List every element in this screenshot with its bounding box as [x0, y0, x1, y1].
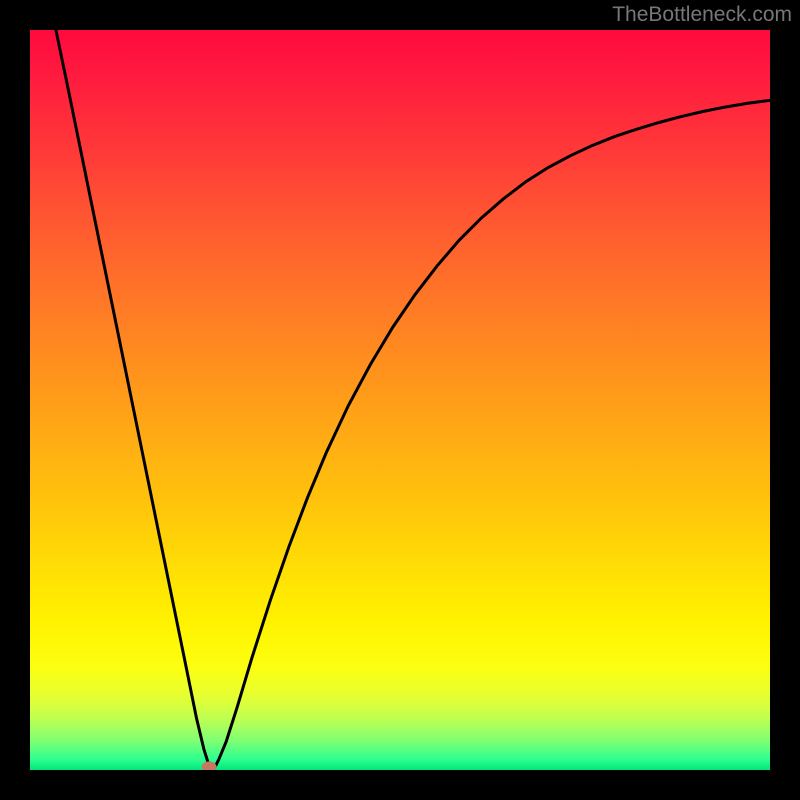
watermark-text: TheBottleneck.com [612, 3, 792, 27]
chart-plot-area [30, 30, 770, 770]
chart-minimum-marker [202, 761, 217, 770]
chart-curve [30, 30, 770, 770]
